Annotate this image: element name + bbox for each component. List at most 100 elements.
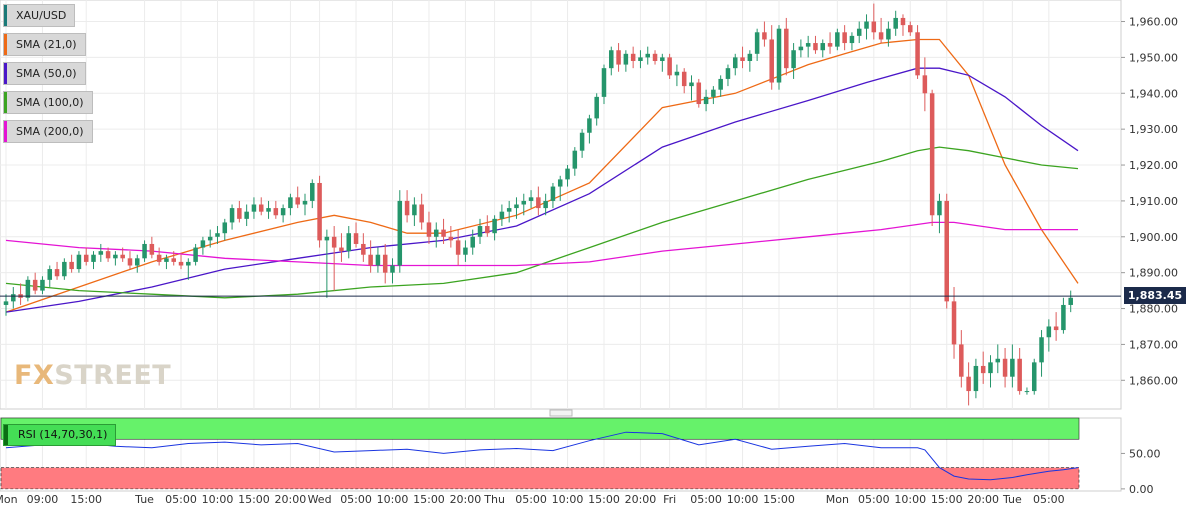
- candle-body: [886, 28, 891, 40]
- legend-label: SMA (21,0): [16, 38, 77, 51]
- candle-body: [1068, 297, 1073, 305]
- candle-body: [696, 82, 702, 105]
- candle-body: [718, 78, 723, 90]
- x-tick-label: 05:00: [690, 493, 722, 506]
- x-tick-label: Mon: [826, 493, 849, 506]
- candle-body: [572, 150, 578, 169]
- candle-body: [762, 32, 767, 40]
- candle-body: [273, 208, 279, 216]
- candle-body: [149, 243, 155, 255]
- candle-body: [105, 251, 111, 259]
- sma-line-2: [5, 146, 1079, 299]
- x-tick-label: 10:00: [377, 493, 409, 506]
- candle-body: [1061, 304, 1066, 331]
- candle-body: [463, 247, 468, 255]
- candle-body: [113, 254, 118, 259]
- candle-body: [623, 53, 629, 65]
- candle-body: [813, 43, 818, 51]
- price-panel-frame: [0, 0, 1122, 410]
- candle-body: [893, 17, 898, 29]
- candle-body: [805, 43, 811, 47]
- candle-body: [135, 258, 140, 266]
- candle-body: [587, 118, 592, 133]
- candle-body: [660, 57, 665, 61]
- candle-body: [703, 96, 709, 105]
- candle-body: [361, 243, 366, 255]
- candle-body: [747, 53, 753, 61]
- candle-body: [681, 71, 687, 87]
- rsi-overbought-zone: [0, 417, 1080, 440]
- legend-item-sma50[interactable]: SMA (50,0): [3, 62, 86, 85]
- candle-body: [317, 182, 322, 241]
- candle-body: [601, 68, 607, 97]
- rsi-legend-item[interactable]: RSI (14,70,30,1): [3, 424, 117, 446]
- y-tick-label: 1,930.00: [1129, 123, 1178, 136]
- candle-body: [754, 32, 760, 54]
- candle-body: [339, 247, 344, 252]
- x-tick-label: 05:00: [858, 493, 890, 506]
- candle-body: [11, 294, 16, 302]
- candle-body: [674, 71, 680, 76]
- y-tick-label: 1,900.00: [1129, 231, 1178, 244]
- candle-body: [966, 376, 971, 392]
- candle-body: [594, 96, 599, 119]
- candle-body: [47, 269, 53, 280]
- rsi-line: [5, 431, 1079, 481]
- candle-body: [1024, 391, 1030, 393]
- y-tick-label: 1,920.00: [1129, 159, 1178, 172]
- candle-body: [827, 43, 833, 47]
- candle-body: [937, 200, 942, 216]
- candle-body: [878, 32, 884, 40]
- candle-body: [69, 261, 74, 270]
- candle-body: [331, 236, 337, 248]
- candle-body: [871, 21, 877, 33]
- candle-body: [426, 222, 432, 237]
- x-tick-label: 05:00: [165, 493, 197, 506]
- candle-body: [543, 200, 548, 209]
- candle-body: [980, 365, 986, 374]
- candle-body: [900, 17, 906, 26]
- candle-body: [769, 39, 774, 83]
- candle-body: [725, 68, 731, 79]
- candle-body: [835, 32, 840, 47]
- legend-item-sma200[interactable]: SMA (200,0): [3, 120, 93, 143]
- legend: XAU/USD SMA (21,0) SMA (50,0) SMA (100,0…: [3, 4, 93, 149]
- candle-body: [988, 362, 993, 374]
- x-tick-label: 20:00: [625, 493, 657, 506]
- candle-body: [127, 258, 133, 266]
- candle-body: [258, 204, 264, 212]
- legend-swatch: [4, 92, 7, 113]
- candle-body: [740, 57, 745, 61]
- candle-body: [973, 365, 979, 392]
- y-tick-label: 1,950.00: [1129, 51, 1178, 64]
- legend-item-xauusd[interactable]: XAU/USD: [3, 4, 76, 27]
- candle-body: [83, 254, 89, 262]
- x-tick-label: Thu: [483, 493, 505, 506]
- y-tick-label: 1,910.00: [1129, 195, 1178, 208]
- candle-body: [1010, 358, 1015, 377]
- candle-body: [616, 50, 621, 65]
- candle-body: [1002, 358, 1008, 377]
- candle-body: [3, 301, 9, 305]
- logo-part2: STREET: [54, 360, 172, 391]
- x-tick-label: 20:00: [450, 493, 482, 506]
- x-tick-label: 15:00: [238, 493, 270, 506]
- candle-body: [959, 344, 964, 377]
- candle-body: [565, 168, 570, 180]
- candle-body: [820, 43, 826, 51]
- x-tick-label: 10:00: [894, 493, 926, 506]
- legend-label: XAU/USD: [16, 9, 67, 22]
- candle-body: [441, 229, 446, 237]
- x-tick-label: Mon: [0, 493, 18, 506]
- candle-body: [951, 301, 957, 345]
- legend-item-sma21[interactable]: SMA (21,0): [3, 33, 86, 56]
- candle-body: [630, 53, 636, 61]
- candle-body: [120, 254, 125, 259]
- x-tick-label: Tue: [134, 493, 154, 506]
- x-tick-label: 15:00: [931, 493, 963, 506]
- candle-body: [849, 35, 855, 44]
- candle-body: [842, 32, 847, 44]
- candle-body: [929, 93, 935, 216]
- legend-item-sma100[interactable]: SMA (100,0): [3, 91, 93, 114]
